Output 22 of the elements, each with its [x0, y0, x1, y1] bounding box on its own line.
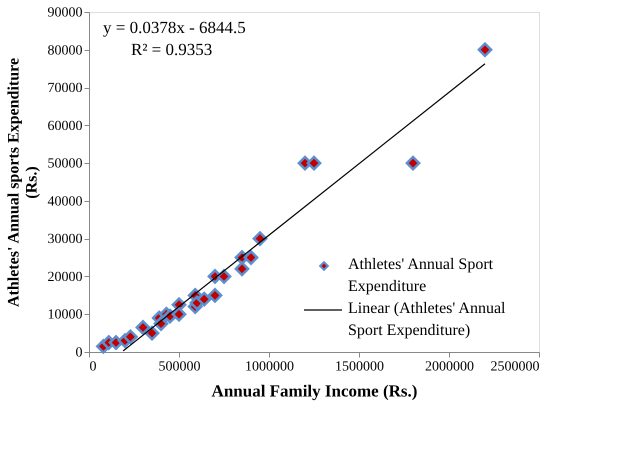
y-tick-label: 50000 [48, 156, 82, 172]
y-tick-label: 30000 [48, 232, 82, 248]
y-tick-label: 60000 [48, 118, 82, 134]
y-tick-label: 80000 [48, 43, 82, 58]
x-tick-label: 1500000 [335, 360, 384, 374]
y-tick-label: 90000 [48, 6, 82, 20]
x-tick-label: 0 [90, 360, 96, 374]
legend-label: Athletes' Annual Sport Expenditure [348, 256, 494, 295]
x-axis-title: Annual Family Income (Rs.) [212, 382, 418, 400]
x-tick-label: 2000000 [425, 360, 474, 374]
x-tick-label: 500000 [158, 360, 200, 374]
annotation: R² = 0.9353 [131, 40, 212, 59]
y-tick-label: 20000 [48, 270, 82, 285]
x-tick-label: 1000000 [245, 360, 294, 374]
y-tick-label: 70000 [48, 81, 82, 96]
y-axis-title: Athletes' Annual sports Expenditure (Rs.) [6, 58, 40, 308]
y-tick-label: 0 [76, 346, 82, 360]
x-tick-label: 2500000 [490, 360, 540, 374]
annotation: y = 0.0378x - 6844.5 [103, 18, 246, 37]
legend-label: Linear (Athletes' Annual Sport Expenditure) [348, 300, 506, 339]
y-tick-label: 40000 [48, 194, 82, 210]
y-tick-label: 10000 [48, 308, 82, 323]
